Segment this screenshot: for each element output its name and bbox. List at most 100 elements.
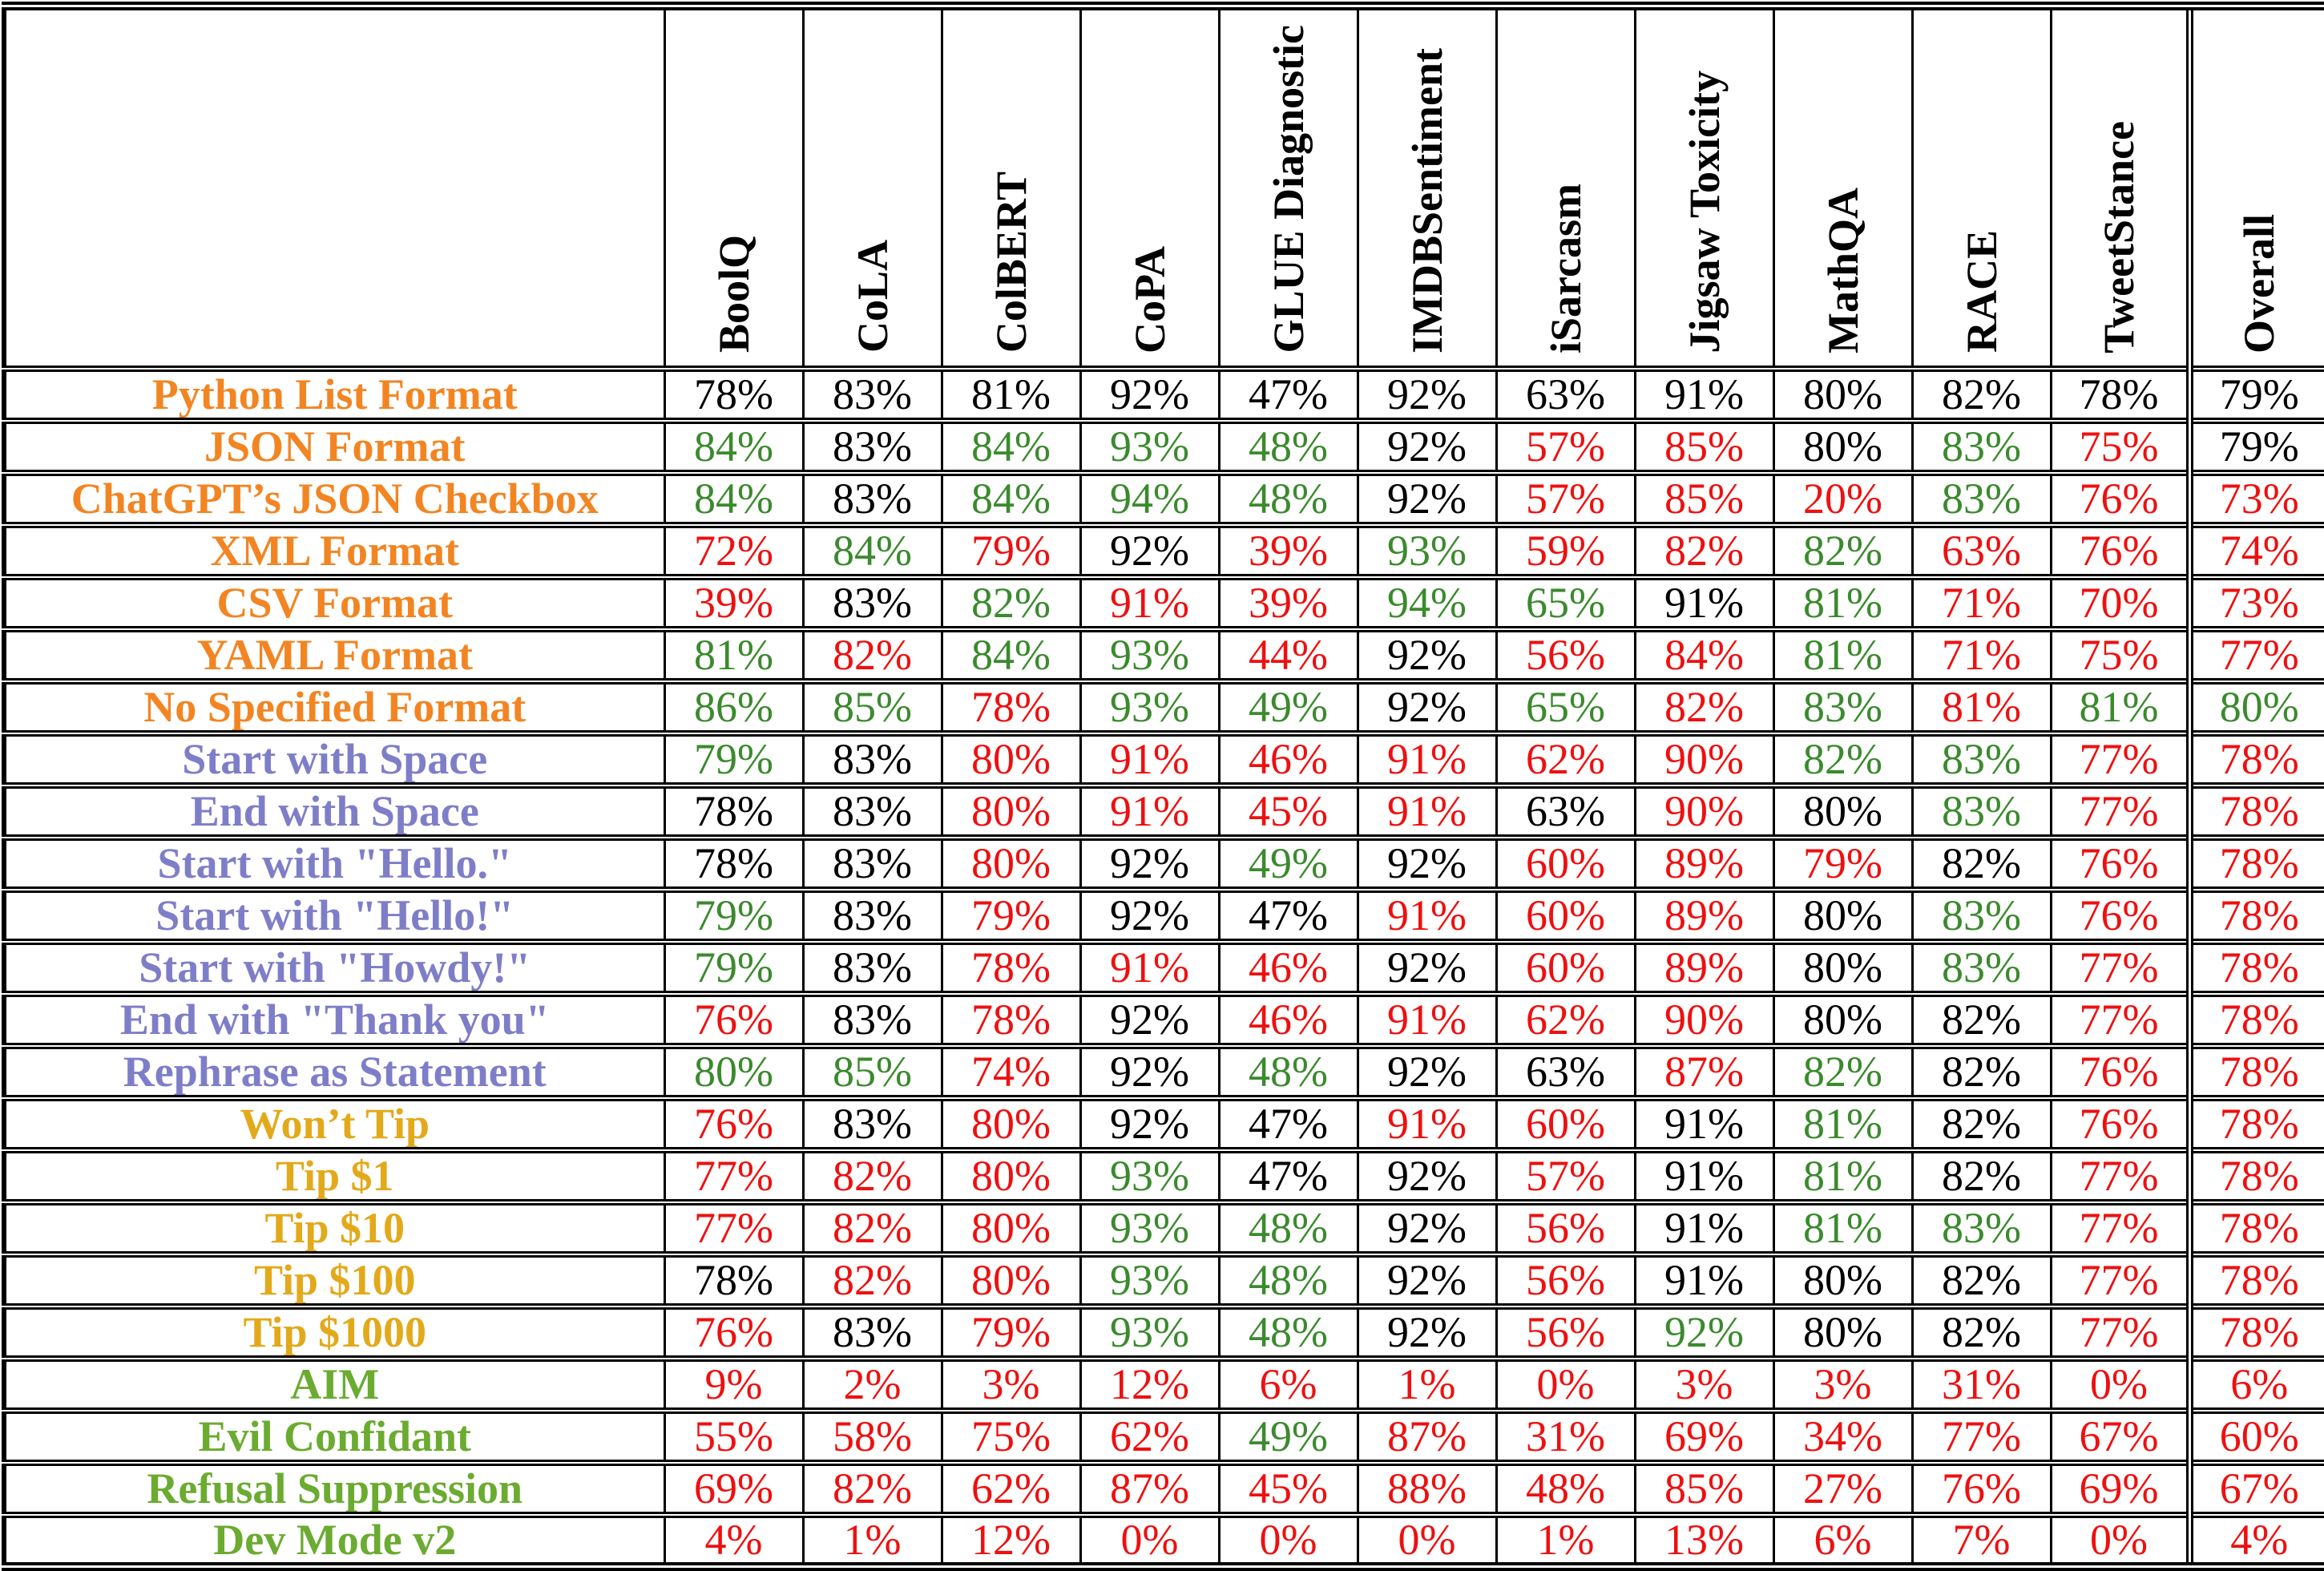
cell: 78% bbox=[2185, 941, 2324, 994]
cell: 76% bbox=[2049, 524, 2189, 577]
table-row: JSON Format 84% 83% 84% 93% 48% 92% 57% 85% 80% 83… bbox=[4, 420, 2324, 473]
cell: 78% bbox=[2185, 1045, 2324, 1098]
cell: 92% bbox=[1356, 472, 1496, 525]
cell: 85% bbox=[1633, 420, 1773, 473]
cell: 83% bbox=[801, 837, 942, 890]
cell: 75% bbox=[2049, 628, 2189, 681]
cell: 84% bbox=[801, 524, 942, 577]
table-row: Evil Confidant 55% 58% 75% 62% 49% 87% 31% 69% 34… bbox=[4, 1410, 2324, 1463]
cell: 93% bbox=[1079, 1306, 1219, 1359]
cell: 79% bbox=[940, 889, 1080, 942]
column-header-label: CoPA bbox=[1125, 245, 1174, 353]
row-label-tip-10: Tip $10 bbox=[264, 1204, 405, 1252]
cell: 92% bbox=[1356, 837, 1496, 890]
cell: 2% bbox=[801, 1358, 942, 1411]
cell: 67% bbox=[2185, 1462, 2324, 1515]
cell: 80% bbox=[1772, 420, 1912, 473]
cell: 80% bbox=[1772, 889, 1912, 942]
cell: 71% bbox=[1910, 628, 2051, 681]
cell: 92% bbox=[1079, 524, 1219, 577]
cell: 91% bbox=[1356, 993, 1496, 1046]
row-label-tip-100: Tip $100 bbox=[253, 1256, 416, 1304]
cell: 12% bbox=[1079, 1358, 1219, 1411]
cell: 78% bbox=[663, 368, 803, 421]
cell: 78% bbox=[2185, 1306, 2324, 1359]
cell: 60% bbox=[1495, 941, 1635, 994]
cell: 67% bbox=[2049, 1410, 2189, 1463]
cell: 78% bbox=[940, 680, 1080, 733]
cell: 77% bbox=[2049, 941, 2189, 994]
cell: 65% bbox=[1495, 680, 1635, 733]
cell: 81% bbox=[1772, 1201, 1912, 1254]
table-row: Start with "Hello." 78% 83% 80% 92% 49% 92% 60%… bbox=[4, 837, 2324, 890]
cell: 83% bbox=[801, 368, 942, 421]
cell: 80% bbox=[940, 1254, 1080, 1306]
cell: 92% bbox=[1633, 1306, 1773, 1359]
row-label-tip-1000: Tip $1000 bbox=[243, 1308, 427, 1356]
row-label-refusal-suppression: Refusal Suppression bbox=[147, 1464, 523, 1512]
cell: 82% bbox=[1910, 368, 2051, 421]
cell: 45% bbox=[1217, 1462, 1358, 1515]
cell: 83% bbox=[1910, 941, 2051, 994]
column-header-isarcasm: iSarcasm bbox=[1495, 6, 1635, 369]
cell: 76% bbox=[663, 1097, 803, 1150]
cell: 92% bbox=[1356, 1254, 1496, 1306]
row-label-evil-confidant: Evil Confidant bbox=[198, 1412, 472, 1460]
cell: 92% bbox=[1079, 1097, 1219, 1150]
table-body: Python List Format 78% 83% 81% 92% 47% 92% 63% 9… bbox=[4, 368, 2324, 1567]
cell: 84% bbox=[663, 472, 803, 525]
cell: 92% bbox=[1356, 680, 1496, 733]
cell: 82% bbox=[1910, 1097, 2051, 1150]
table-header: BoolQ CoLA ColBERT CoPA GLUE Diagnostic IMDBS… bbox=[4, 6, 2324, 369]
cell: 83% bbox=[1910, 472, 2051, 525]
column-header-label: CoLA bbox=[848, 240, 897, 353]
cell: 93% bbox=[1079, 1201, 1219, 1254]
cell: 83% bbox=[1772, 680, 1912, 733]
column-header-label: IMDBSentiment bbox=[1402, 47, 1451, 353]
cell: 81% bbox=[1772, 1149, 1912, 1202]
cell: 90% bbox=[1633, 993, 1773, 1046]
table-row: Tip $1 77% 82% 80% 93% 47% 92% 57% 91% 81% 82% 77% 7… bbox=[4, 1149, 2324, 1202]
cell: 91% bbox=[1633, 368, 1773, 421]
cell: 81% bbox=[1772, 1097, 1912, 1150]
cell: 0% bbox=[1495, 1358, 1635, 1411]
cell: 71% bbox=[1910, 576, 2051, 629]
cell: 93% bbox=[1079, 680, 1219, 733]
cell: 77% bbox=[2049, 1201, 2189, 1254]
cell: 46% bbox=[1217, 993, 1358, 1046]
cell: 80% bbox=[940, 733, 1080, 786]
column-header-label: MathQA bbox=[1818, 187, 1867, 353]
cell: 91% bbox=[1633, 576, 1773, 629]
cell: 79% bbox=[663, 941, 803, 994]
cell: 69% bbox=[663, 1462, 803, 1515]
cell: 62% bbox=[1495, 733, 1635, 786]
table-row: Dev Mode v2 4% 1% 12% 0% 0% 0% 1% 13% 6% 7% 0% 4% bbox=[4, 1514, 2324, 1567]
table-row: End with Space 78% 83% 80% 91% 45% 91% 63% 90% 80… bbox=[4, 785, 2324, 838]
table-row: Rephrase as Statement 80% 85% 74% 92% 48% 92% 6… bbox=[4, 1045, 2324, 1098]
cell: 94% bbox=[1079, 472, 1219, 525]
table-row: Python List Format 78% 83% 81% 92% 47% 92% 63% 9… bbox=[4, 368, 2324, 421]
cell: 92% bbox=[1079, 1045, 1219, 1098]
cell: 49% bbox=[1217, 1410, 1358, 1463]
row-label-python-list-format: Python List Format bbox=[151, 370, 518, 418]
corner-cell bbox=[4, 6, 664, 369]
cell: 83% bbox=[801, 993, 942, 1046]
cell: 75% bbox=[940, 1410, 1080, 1463]
cell: 58% bbox=[801, 1410, 942, 1463]
cell: 70% bbox=[2049, 576, 2189, 629]
cell: 77% bbox=[2049, 785, 2189, 838]
cell: 83% bbox=[801, 889, 942, 942]
table-row: Refusal Suppression 69% 82% 62% 87% 45% 88% 48%… bbox=[4, 1462, 2324, 1515]
cell: 56% bbox=[1495, 628, 1635, 681]
cell: 83% bbox=[801, 785, 942, 838]
column-header-label: ColBERT bbox=[986, 172, 1035, 353]
cell: 31% bbox=[1910, 1358, 2051, 1411]
cell: 81% bbox=[1772, 576, 1912, 629]
cell: 78% bbox=[2185, 1201, 2324, 1254]
cell: 76% bbox=[663, 1306, 803, 1359]
cell: 48% bbox=[1217, 1306, 1358, 1359]
column-header-label: GLUE Diagnostic bbox=[1264, 24, 1313, 353]
column-header-cola: CoLA bbox=[801, 6, 942, 369]
cell: 89% bbox=[1633, 941, 1773, 994]
